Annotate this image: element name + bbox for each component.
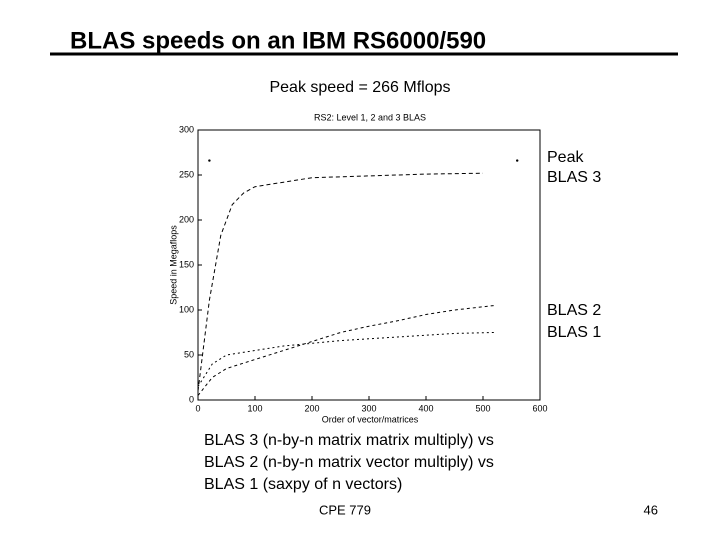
series-label: BLAS 1 — [547, 324, 601, 341]
y-tick-label: 200 — [179, 214, 194, 224]
peak-marker — [208, 159, 211, 162]
note: BLAS 3 (n-by-n matrix matrix multiply) v… — [204, 432, 494, 449]
slide-title: BLAS speeds on an IBM RS6000/590 — [70, 27, 486, 54]
series-line — [197, 332, 495, 387]
chart-title: RS2: Level 1, 2 and 3 BLAS — [314, 112, 426, 122]
note: BLAS 1 (saxpy of n vectors) — [204, 476, 402, 493]
page-number: 46 — [644, 502, 658, 517]
peak-marker — [516, 159, 519, 162]
x-tick-label: 0 — [195, 403, 200, 413]
y-tick-label: 150 — [179, 259, 194, 269]
series-line — [197, 305, 495, 396]
x-tick-label: 600 — [532, 403, 547, 413]
x-tick-label: 200 — [304, 403, 319, 413]
y-axis-label: Speed in Megaflops — [168, 225, 178, 305]
plot-frame — [197, 129, 541, 401]
y-tick-label: 100 — [179, 304, 194, 314]
y-tick-label: 0 — [189, 394, 194, 404]
x-axis-label: Order of vector/matrices — [322, 414, 419, 424]
subtitle: Peak speed = 266 Mflops — [269, 79, 450, 96]
x-tick-label: 300 — [361, 403, 376, 413]
y-tick-label: 250 — [179, 169, 194, 179]
y-tick-label: 50 — [184, 349, 194, 359]
y-tick-label: 300 — [179, 124, 194, 134]
series-label: BLAS 2 — [547, 302, 601, 319]
note: BLAS 2 (n-by-n matrix vector multiply) v… — [204, 454, 494, 471]
peak-label: Peak — [547, 149, 584, 166]
series-line — [197, 172, 484, 392]
series-label: BLAS 3 — [547, 169, 601, 186]
x-tick-label: 100 — [247, 403, 262, 413]
x-tick-label: 500 — [475, 403, 490, 413]
x-tick-label: 400 — [418, 403, 433, 413]
footer: CPE 779 — [319, 502, 371, 517]
